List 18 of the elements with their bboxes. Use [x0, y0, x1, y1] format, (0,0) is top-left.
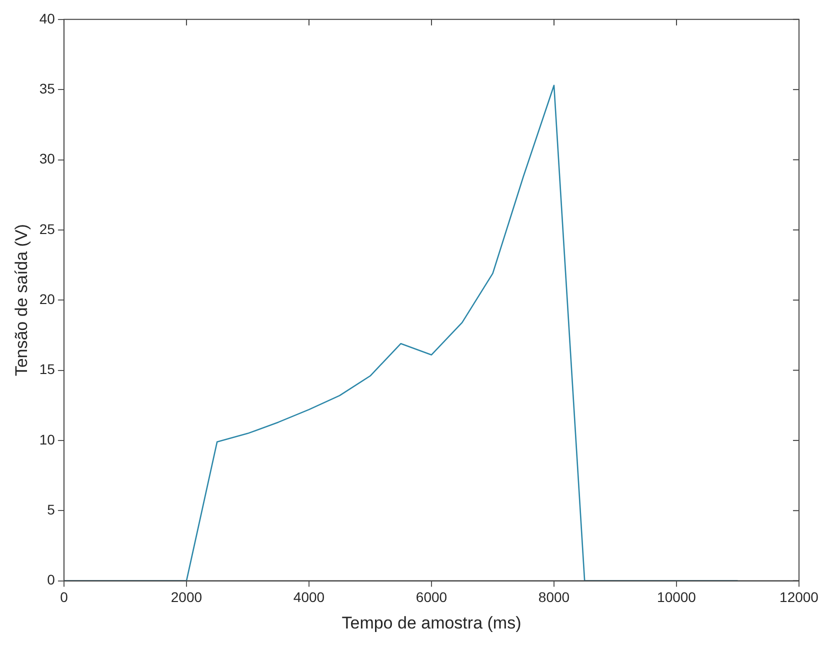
y-tick-label: 30 — [39, 150, 56, 167]
x-tick-label: 10000 — [657, 589, 696, 606]
x-tick-label: 8000 — [538, 589, 570, 606]
y-axis-title: Tensão de saída (V) — [12, 224, 31, 376]
x-tick-label: 6000 — [416, 589, 448, 606]
y-tick-label: 25 — [39, 220, 56, 237]
y-tick-label: 0 — [47, 572, 56, 588]
x-tick-label: 2000 — [170, 589, 202, 606]
y-tick-label: 40 — [39, 10, 56, 26]
y-tick-label: 35 — [39, 80, 56, 96]
x-axis-title: Tempo de amostra (ms) — [342, 613, 522, 632]
y-tick-label: 15 — [39, 361, 56, 378]
x-tick-label: 4000 — [293, 589, 325, 606]
y-tick-label: 10 — [39, 431, 56, 448]
x-tick-label: 12000 — [780, 589, 819, 606]
y-tick-label: 20 — [39, 290, 56, 307]
x-tick-label: 0 — [60, 589, 68, 606]
y-tick-label: 5 — [47, 501, 56, 518]
